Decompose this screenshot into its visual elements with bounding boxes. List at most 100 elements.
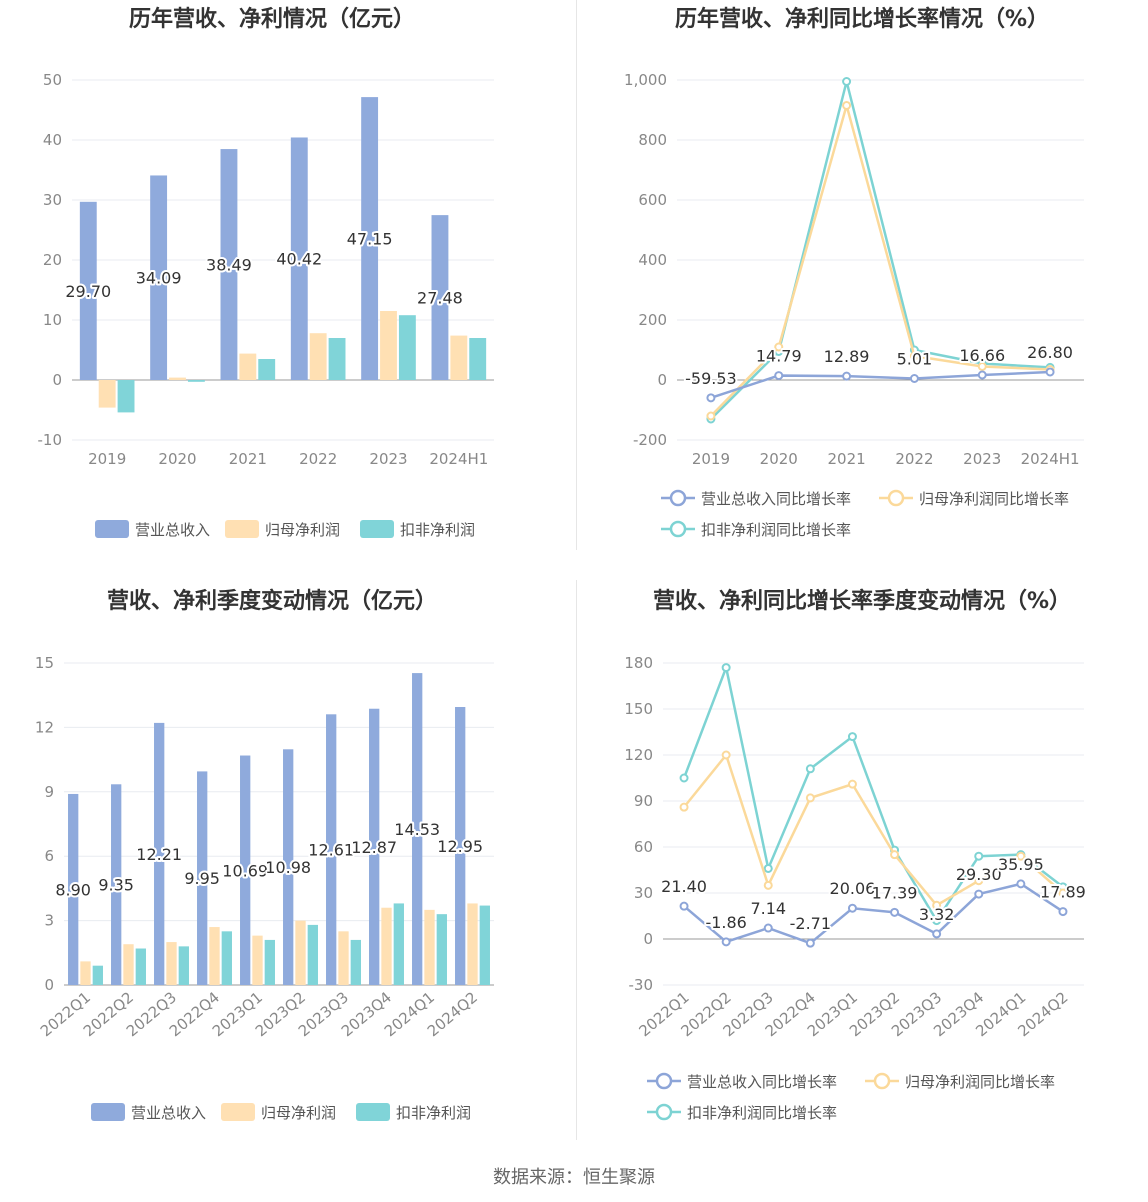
data-label: 17.89 [1040,883,1086,902]
point-revenue-growth [721,937,731,947]
chart-panel-4: 营收、净利同比增长率季度变动情况（%） -30 0 30 60 90 120 150 180 20… [624,588,1087,1122]
data-label: 9.35 [98,876,134,895]
legend-label: 营业总收入同比增长率 [701,490,851,508]
y-tick-label: 3 [44,912,54,930]
chart-title: 营收、净利同比增长率季度变动情况（%） [653,588,1071,614]
line-parent-growth [710,100,1051,417]
point-nonrec-growth [721,663,731,673]
data-label: 7.14 [750,899,786,918]
point-revenue-growth [1058,907,1068,917]
bar-revenue [431,215,449,380]
bar-parent-profit [209,927,220,985]
legend-marker [669,520,687,538]
y-tick-label: 800 [638,131,667,149]
legend-marker [873,1072,891,1090]
y-tick-label: 50 [43,71,62,89]
y-tick-label: 150 [624,700,653,718]
bar-parent-profit [381,907,392,985]
x-tick-label: 2022 [299,450,337,468]
point-nonrec-growth [842,77,852,86]
bar-parent-profit [450,335,468,380]
panel-divider-bottom [576,580,577,1140]
data-label: 38.49 [206,256,252,275]
bar-revenue [240,755,251,985]
bar-parent-profit [252,935,263,985]
bar-nonrec-profit [264,939,275,985]
chart-panel-2: 历年营收、净利同比增长率情况（%） -200 0 200 400 600 800 1,000 2… [624,6,1084,539]
y-tick-label: -200 [633,431,667,449]
point-revenue-growth [774,371,784,381]
point-parent-growth [763,880,773,890]
y-tick-label: 400 [638,251,667,269]
bar-nonrec-profit [117,380,135,413]
point-nonrec-growth [679,773,689,783]
data-label: 12.21 [136,845,182,864]
data-label: -59.53 [685,369,737,388]
bar-parent-profit [239,353,257,380]
bar-nonrec-profit [436,914,447,985]
y-tick-label: 0 [52,371,62,389]
data-label: 26.80 [1027,343,1073,362]
point-revenue-growth [1016,879,1026,889]
point-revenue-growth [1045,367,1055,377]
bar-nonrec-profit [328,338,346,380]
data-label: 12.87 [351,838,397,857]
data-label: 14.79 [756,347,802,366]
x-tick-label: 2021 [827,450,865,468]
bar-revenue [455,707,466,985]
source-footer: 数据来源：恒生聚源 [493,1167,655,1188]
data-label: 10.69 [222,861,268,880]
point-parent-growth [974,876,984,886]
bar-revenue [197,771,208,985]
chart-title: 营收、净利季度变动情况（亿元） [107,588,437,614]
point-parent-growth [1058,888,1068,898]
legend-marker [655,1103,673,1121]
data-label: 40.42 [276,250,322,269]
data-label: 3.32 [919,905,955,924]
point-revenue-growth [932,929,942,939]
x-tick-label: 2021 [229,450,267,468]
bar-parent-profit [424,909,435,985]
y-tick-label: 180 [624,654,653,672]
point-revenue-growth [847,903,857,913]
bar-parent-profit [80,961,91,985]
point-parent-growth [847,779,857,789]
bar-nonrec-profit [469,338,487,380]
bar-parent-profit [123,944,134,985]
x-tick-label: 2020 [158,450,196,468]
line-revenue-growth [683,882,1064,945]
y-tick-label: 60 [634,838,653,856]
point-parent-growth [890,850,900,860]
data-label: 20.06 [830,879,876,898]
bar-revenue [220,149,238,380]
legend-label: 扣非净利润 [400,521,475,539]
legend-marker [887,489,905,507]
point-nonrec-growth [805,764,815,774]
y-tick-label: 6 [44,847,54,865]
point-parent-growth [805,793,815,803]
data-label: 10.98 [265,858,311,877]
point-revenue-growth [706,393,716,403]
bar-revenue [283,749,294,985]
bar-revenue [290,137,308,380]
bar-parent-profit [467,903,478,985]
bar-parent-profit [338,931,349,985]
point-nonrec-growth [932,916,942,926]
point-revenue-growth [974,889,984,899]
y-tick-label: 30 [634,884,653,902]
bar-parent-profit [166,942,177,985]
data-label: 8.90 [55,880,91,899]
legend-swatch [95,520,129,538]
y-tick-label: 12 [35,718,54,736]
data-label: 12.95 [437,837,483,856]
panel-divider-top [576,0,577,550]
y-tick-label: 9 [44,783,54,801]
legend-swatch [360,520,394,538]
bar-revenue [79,201,97,380]
legend-swatch [91,1103,125,1121]
data-label: 5.01 [897,349,933,368]
y-tick-label: 0 [657,371,667,389]
bar-parent-profit [98,380,116,408]
bar-revenue [361,97,379,380]
